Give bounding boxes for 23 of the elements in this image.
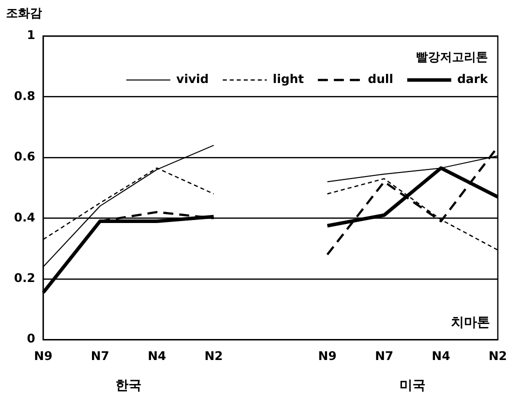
x-tick-label: N4 (432, 348, 450, 363)
legend-label: light (272, 72, 304, 86)
y-tick-label: 0.8 (14, 88, 36, 103)
y-tick-label: 0.4 (14, 210, 36, 224)
x-tick-label: N2 (204, 348, 223, 363)
text: 한국 (115, 378, 142, 394)
x-tick-label: N9 (34, 348, 52, 363)
text: 미국 (400, 378, 426, 394)
legend-label: dull (368, 72, 394, 86)
annotation: 치마톤 (450, 315, 490, 330)
legend-title: 빨강저고리톤 (416, 50, 488, 64)
legend-label: vivid (176, 72, 209, 86)
y-tick-label: 1 (26, 28, 36, 42)
x-tick-label: N4 (148, 348, 166, 363)
y-tick-label: 0.2 (14, 271, 36, 286)
x-tick-label: N9 (318, 348, 337, 363)
y-tick-label: 0.6 (14, 150, 36, 164)
legend-label: dark (457, 72, 489, 86)
y-axis-title: 조화감 (6, 6, 42, 20)
x-tick-label: N7 (374, 348, 394, 363)
x-tick-label: N2 (488, 348, 508, 363)
x-tick-label: N7 (90, 348, 110, 363)
y-tick-label: 0 (26, 332, 36, 346)
